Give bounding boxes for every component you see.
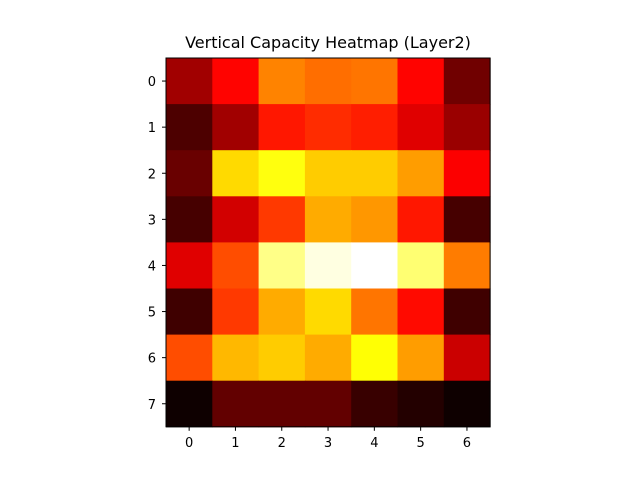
heatmap-cell-7-1 [212, 380, 260, 428]
x-tick-label: 0 [185, 436, 193, 451]
heatmap-cell-4-4 [351, 242, 398, 289]
heatmap-cell-2-5 [397, 150, 445, 197]
x-tick-label: 1 [231, 436, 239, 451]
heatmap-cell-3-2 [258, 196, 306, 243]
x-axis: 0 1 2 3 4 5 6 [185, 426, 471, 451]
heatmap-cell-6-3 [304, 334, 352, 382]
y-tick-label: 2 [148, 167, 156, 182]
y-tick-label: 0 [148, 75, 156, 90]
heatmap-cell-3-0 [166, 196, 213, 243]
heatmap-cell-6-4 [351, 334, 398, 382]
x-tick-label: 6 [463, 436, 471, 451]
heatmap-cell-6-5 [397, 334, 445, 382]
heatmap-cell-1-3 [304, 104, 352, 151]
heatmap-cell-2-2 [258, 150, 306, 197]
y-tick-label: 1 [148, 121, 156, 136]
heatmap-cell-7-6 [443, 380, 491, 428]
x-tick-label: 3 [324, 436, 332, 451]
heatmap-cell-2-1 [212, 150, 260, 197]
heatmap-cell-0-4 [351, 58, 398, 105]
heatmap-cell-2-0 [166, 150, 213, 197]
heatmap-cell-0-5 [397, 58, 445, 105]
y-axis: 0 1 2 3 4 5 6 7 [148, 75, 166, 413]
heatmap-cell-7-3 [304, 380, 352, 428]
heatmap-cell-6-2 [258, 334, 306, 382]
heatmap-cell-4-2 [258, 242, 306, 289]
heatmap-cell-4-5 [397, 242, 445, 289]
heatmap-cell-6-1 [212, 334, 260, 382]
heatmap-cell-4-0 [166, 242, 213, 289]
y-tick-label: 3 [148, 213, 156, 228]
x-tick-label: 4 [370, 436, 378, 451]
heatmap-cell-4-6 [443, 242, 491, 289]
heatmap-cell-3-4 [351, 196, 398, 243]
heatmap-cell-3-3 [304, 196, 352, 243]
heatmap-cell-6-6 [443, 334, 491, 382]
x-tick-label: 2 [278, 436, 286, 451]
heatmap-cell-4-1 [212, 242, 260, 289]
heatmap-cell-0-6 [443, 58, 491, 105]
heatmap-cell-1-5 [397, 104, 445, 151]
heatmap-cell-3-6 [443, 196, 491, 243]
heatmap-cell-1-0 [166, 104, 213, 151]
heatmap-cell-5-6 [443, 288, 491, 336]
heatmap-cell-1-2 [258, 104, 306, 151]
y-tick-label: 4 [148, 259, 156, 274]
heatmap-cell-7-4 [351, 380, 398, 428]
heatmap-cell-7-2 [258, 380, 306, 428]
chart-title: Vertical Capacity Heatmap (Layer2) [185, 33, 471, 52]
heatmap-cell-0-3 [304, 58, 352, 105]
heatmap-cell-5-1 [212, 288, 260, 336]
heatmap-cell-2-4 [351, 150, 398, 197]
heatmap-cell-6-0 [166, 334, 213, 382]
heatmap-cell-1-4 [351, 104, 398, 151]
heatmap-cell-0-1 [212, 58, 260, 105]
heatmap-cell-5-2 [258, 288, 306, 336]
heatmap-cell-3-1 [212, 196, 260, 243]
heatmap-cell-3-5 [397, 196, 445, 243]
heatmap-cell-2-6 [443, 150, 491, 197]
heatmap-cell-4-3 [304, 242, 352, 289]
heatmap-cell-0-0 [166, 58, 213, 105]
heatmap-cell-2-3 [304, 150, 352, 197]
heatmap-cell-5-3 [304, 288, 352, 336]
x-tick-label: 5 [417, 436, 425, 451]
heatmap-cells [166, 58, 491, 428]
heatmap-cell-1-6 [443, 104, 491, 151]
y-tick-label: 6 [148, 352, 156, 367]
heatmap-cell-0-2 [258, 58, 306, 105]
heatmap-cell-7-0 [166, 380, 213, 428]
y-tick-label: 5 [148, 306, 156, 321]
heatmap-cell-1-1 [212, 104, 260, 151]
heatmap-cell-5-5 [397, 288, 445, 336]
heatmap-cell-7-5 [397, 380, 445, 428]
y-tick-label: 7 [148, 398, 156, 413]
heatmap-cell-5-0 [166, 288, 213, 336]
heatmap-cell-5-4 [351, 288, 398, 336]
